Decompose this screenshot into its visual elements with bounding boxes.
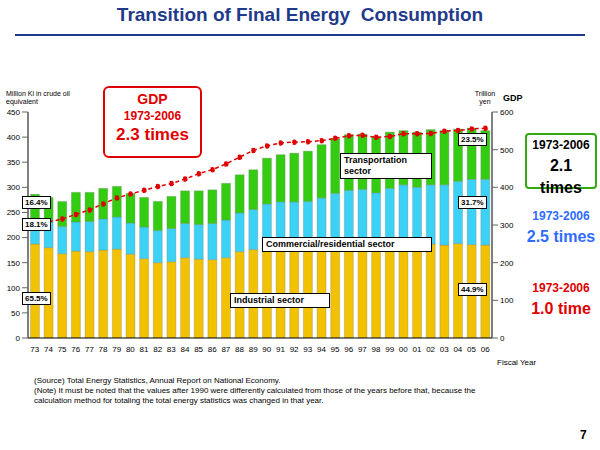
- html-text:GDP: GDP: [503, 93, 523, 103]
- svg-text:100: 100: [500, 296, 514, 305]
- svg-text:76: 76: [71, 345, 80, 354]
- html-text:Fiscal Year: Fiscal Year: [497, 358, 537, 367]
- svg-text:99: 99: [385, 345, 394, 354]
- html-text:(Source) Total Energy Statisti: (Source) Total Energy Statistics, Annual…: [34, 376, 281, 385]
- svg-text:92: 92: [290, 345, 299, 354]
- html-text:1.0 time: 1.0 time: [531, 300, 591, 317]
- svg-text:85: 85: [194, 345, 203, 354]
- html-text:1973-2006: 1973-2006: [532, 209, 590, 223]
- svg-text:81: 81: [140, 345, 149, 354]
- svg-text:0: 0: [16, 334, 21, 343]
- svg-text:500: 500: [500, 146, 514, 155]
- svg-text:87: 87: [221, 345, 230, 354]
- svg-text:50: 50: [11, 309, 20, 318]
- html-text:65.5%: 65.5%: [25, 294, 48, 303]
- svg-text:77: 77: [85, 345, 94, 354]
- html-text:1973-2006: 1973-2006: [532, 138, 590, 152]
- svg-text:01: 01: [412, 345, 421, 354]
- svg-text:78: 78: [99, 345, 108, 354]
- svg-text:00: 00: [399, 345, 408, 354]
- svg-text:600: 600: [500, 108, 514, 117]
- svg-text:88: 88: [235, 345, 244, 354]
- svg-text:04: 04: [453, 345, 462, 354]
- svg-text:80: 80: [126, 345, 135, 354]
- html-text:Commercial/residential sector: Commercial/residential sector: [266, 239, 395, 249]
- svg-text:84: 84: [180, 345, 189, 354]
- svg-text:91: 91: [276, 345, 285, 354]
- svg-text:02: 02: [426, 345, 435, 354]
- html-text:23.5%: 23.5%: [461, 135, 484, 144]
- html-text:1973-2006: 1973-2006: [123, 109, 182, 123]
- html-text:18.1%: 18.1%: [25, 220, 48, 229]
- svg-text:96: 96: [344, 345, 353, 354]
- html-text:Industrial sector: Industrial sector: [234, 295, 304, 305]
- html-text:1973-2006: 1973-2006: [532, 281, 590, 295]
- svg-text:79: 79: [112, 345, 121, 354]
- svg-text:98: 98: [372, 345, 381, 354]
- svg-text:95: 95: [331, 345, 340, 354]
- html-text:Trillion yen: Trillion yen: [474, 90, 496, 105]
- svg-text:93: 93: [303, 345, 312, 354]
- svg-text:350: 350: [8, 158, 21, 167]
- svg-text:03: 03: [440, 345, 449, 354]
- svg-text:73: 73: [30, 345, 39, 354]
- svg-text:100: 100: [8, 284, 21, 293]
- html-text:44.9%: 44.9%: [461, 285, 484, 294]
- svg-text:83: 83: [167, 345, 176, 354]
- svg-text:74: 74: [44, 345, 53, 354]
- svg-text:200: 200: [500, 259, 514, 268]
- svg-text:97: 97: [358, 345, 367, 354]
- svg-text:250: 250: [8, 208, 21, 217]
- svg-text:06: 06: [481, 345, 490, 354]
- svg-text:05: 05: [467, 345, 476, 354]
- svg-text:89: 89: [249, 345, 258, 354]
- html-text:(Note) It must be noted that t: (Note) It must be noted that the values …: [34, 386, 476, 405]
- svg-text:400: 400: [500, 183, 514, 192]
- html-text:2.1 times: 2.1 times: [540, 157, 582, 196]
- svg-text:300: 300: [8, 183, 21, 192]
- html-text:Million Kl in crude oil equiva: Million Kl in crude oil equivalent: [6, 90, 70, 105]
- html-text:31.7%: 31.7%: [461, 198, 484, 207]
- svg-text:90: 90: [262, 345, 271, 354]
- svg-text:0: 0: [500, 334, 505, 343]
- html-text:7: 7: [580, 428, 587, 442]
- svg-text:82: 82: [153, 345, 162, 354]
- html-text:2.3 times: 2.3 times: [116, 125, 189, 144]
- svg-text:150: 150: [8, 259, 21, 268]
- svg-text:86: 86: [208, 345, 217, 354]
- svg-text:400: 400: [8, 133, 21, 142]
- html-text:16.4%: 16.4%: [25, 198, 48, 207]
- svg-text:450: 450: [8, 108, 21, 117]
- svg-text:94: 94: [317, 345, 326, 354]
- svg-text:300: 300: [500, 221, 514, 230]
- html-text:Transition of Final Energy Con: Transition of Final Energy Consumption: [116, 4, 484, 25]
- html-text:GDP: GDP: [137, 91, 168, 107]
- svg-text:75: 75: [58, 345, 67, 354]
- html-text:2.5 times: 2.5 times: [526, 228, 596, 245]
- svg-text:200: 200: [8, 233, 21, 242]
- html-text:Transportation sector: Transportation sector: [344, 155, 407, 176]
